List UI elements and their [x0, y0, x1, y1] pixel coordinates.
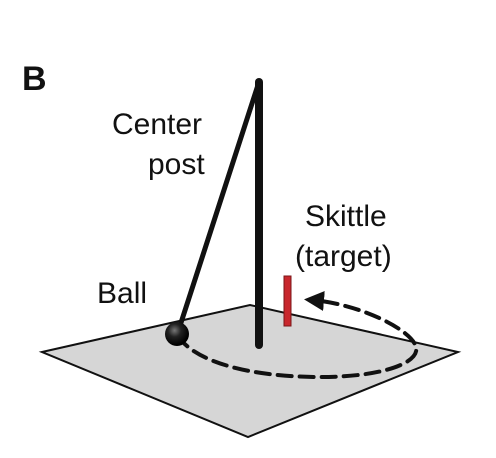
ball-trajectory	[176, 291, 419, 380]
center-post-label-line1: Center	[112, 108, 203, 141]
skittle-label-line2: (target)	[295, 240, 392, 273]
ball-label: Ball	[97, 277, 148, 310]
skittle-target	[283, 275, 292, 327]
skittle-label-line1: Skittle	[305, 200, 387, 233]
center-post-label-line2: post	[148, 148, 205, 181]
pendulum-string	[175, 82, 261, 335]
pendulum-ball	[165, 322, 189, 346]
panel-label: B	[22, 60, 47, 98]
